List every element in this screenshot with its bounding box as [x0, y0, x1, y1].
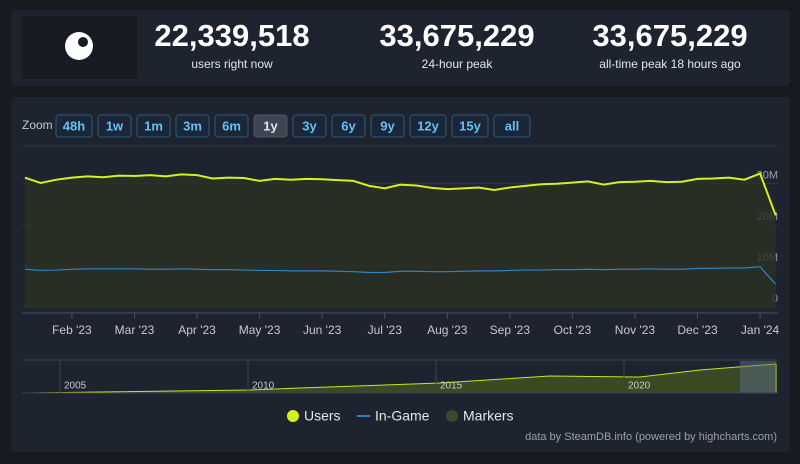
legend-label: In-Game — [375, 408, 430, 424]
zoom-button[interactable] — [253, 114, 288, 138]
x-tick-label: Jun '23 — [303, 323, 342, 337]
navigator-window — [740, 361, 776, 393]
zoom-button[interactable] — [136, 114, 171, 138]
zoom-label: Zoom — [22, 118, 53, 132]
zoom-button[interactable] — [175, 114, 210, 138]
x-tick-label: Jan '24 — [741, 323, 780, 337]
zoom-button[interactable] — [55, 114, 93, 138]
x-tick-label: Jul '23 — [368, 323, 403, 337]
steam-logo — [65, 32, 93, 60]
stats-card — [11, 10, 790, 86]
zoom-button-label: 6y — [341, 118, 356, 133]
navigator-year: 2015 — [440, 381, 463, 392]
stat-label: users right now — [191, 57, 273, 71]
series-line — [24, 266, 777, 285]
x-tick-label: Apr '23 — [178, 323, 216, 337]
zoom-button-label: 6m — [222, 118, 241, 133]
zoom-button[interactable] — [97, 114, 132, 138]
zoom-button-label: 12y — [417, 118, 439, 133]
legend-label: Markers — [463, 408, 514, 424]
x-tick-label: May '23 — [239, 323, 281, 337]
x-tick-label: Sep '23 — [490, 323, 531, 337]
zoom-button[interactable] — [409, 114, 447, 138]
area — [25, 173, 776, 307]
zoom-button-label: 9y — [380, 118, 395, 133]
zoom-button[interactable] — [493, 114, 531, 138]
zoom-button[interactable] — [370, 114, 405, 138]
zoom-button[interactable] — [331, 114, 366, 138]
zoom-button[interactable] — [451, 114, 489, 138]
navigator-year: 2020 — [628, 381, 651, 392]
steam-logo-inner — [78, 37, 88, 47]
zoom-button-label: 15y — [459, 118, 481, 133]
stat-label: all-time peak 18 hours ago — [599, 57, 741, 71]
stat-label: 24-hour peak — [422, 57, 494, 71]
zoom-button[interactable] — [292, 114, 327, 138]
x-tick-label: Feb '23 — [52, 323, 92, 337]
zoom-button[interactable] — [214, 114, 249, 138]
legend-label: Users — [304, 408, 341, 424]
zoom-button-label: 3m — [183, 118, 202, 133]
zoom-button-label: 1y — [263, 118, 278, 133]
zoom-button-label: 1w — [106, 118, 124, 133]
x-tick-label: Oct '23 — [554, 323, 592, 337]
x-tick-label: Dec '23 — [677, 323, 718, 337]
zoom-button-label: all — [505, 118, 519, 133]
credit: data by SteamDB.info (powered by highcha… — [525, 431, 777, 443]
x-tick-label: Aug '23 — [427, 323, 468, 337]
navigator-year: 2010 — [252, 381, 275, 392]
x-tick-label: Nov '23 — [615, 323, 656, 337]
series-line — [24, 172, 777, 216]
stat-value: 33,675,229 — [379, 18, 534, 53]
legend-marker — [287, 410, 299, 422]
navigator-year: 2005 — [64, 381, 87, 392]
zoom-button-label: 3y — [302, 118, 317, 133]
legend-marker — [446, 410, 458, 422]
stat-value: 22,339,518 — [154, 18, 309, 53]
zoom-button-label: 1m — [144, 118, 163, 133]
stat-value: 33,675,229 — [592, 18, 747, 53]
zoom-button-label: 48h — [63, 118, 85, 133]
x-tick-label: Mar '23 — [115, 323, 155, 337]
